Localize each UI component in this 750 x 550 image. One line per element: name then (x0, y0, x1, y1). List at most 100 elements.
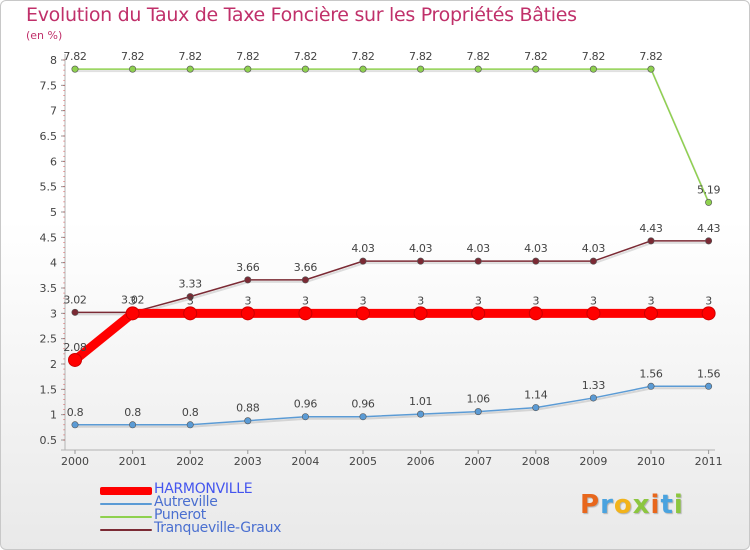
data-label-Autreville: 1.33 (582, 379, 606, 392)
data-label-Autreville: 1.56 (639, 367, 663, 380)
x-tick-label: 2006 (407, 455, 435, 468)
data-label-Autreville: 1.14 (524, 389, 548, 402)
x-tick-label: 2011 (695, 455, 723, 468)
data-label-Punerot: 7.82 (467, 50, 490, 63)
data-point-Tranqueville-Graux (647, 237, 655, 245)
data-point-Punerot (474, 65, 482, 73)
legend-swatch (100, 516, 152, 518)
data-label-HARMONVILLE: 3 (302, 294, 309, 307)
data-label-Punerot: 7.82 (121, 50, 144, 63)
data-label-Tranqueville-Graux: 4.43 (639, 222, 663, 235)
data-point-Tranqueville-Graux (359, 257, 367, 265)
data-label-Punerot: 7.82 (179, 50, 202, 63)
data-label-Punerot: 7.82 (351, 50, 374, 63)
data-point-Punerot (705, 198, 713, 206)
data-point-Tranqueville-Graux (589, 257, 597, 265)
y-tick-label: 5 (50, 206, 57, 219)
data-point-HARMONVILLE (701, 306, 716, 321)
data-label-Punerot: 5.19 (697, 183, 721, 196)
legend-label: Autreville (154, 494, 218, 510)
data-label-Punerot: 7.82 (236, 50, 259, 63)
chart-title: Evolution du Taux de Taxe Foncière sur l… (26, 4, 577, 26)
legend-swatch (100, 503, 152, 505)
data-label-Tranqueville-Graux: 4.03 (582, 242, 606, 255)
logo-letter: r (600, 490, 614, 520)
data-point-Autreville (705, 382, 713, 390)
data-point-HARMONVILLE (183, 306, 198, 321)
data-label-HARMONVILLE: 3 (705, 294, 712, 307)
y-tick-label: 7.5 (40, 79, 58, 92)
data-label-Tranqueville-Graux: 4.03 (409, 242, 433, 255)
data-point-Tranqueville-Graux (532, 257, 540, 265)
data-label-Tranqueville-Graux: 4.03 (467, 242, 491, 255)
data-label-Autreville: 0.8 (67, 406, 84, 419)
y-tick-label: 2.5 (40, 333, 58, 346)
data-label-HARMONVILLE: 3 (187, 294, 194, 307)
data-label-Autreville: 1.56 (697, 367, 721, 380)
x-tick-label: 2008 (522, 455, 550, 468)
data-point-Tranqueville-Graux (186, 293, 194, 301)
data-point-Tranqueville-Graux (705, 237, 713, 245)
data-label-Tranqueville-Graux: 4.03 (524, 242, 548, 255)
series-line-Punerot (74, 68, 710, 204)
y-tick-label: 8 (50, 54, 57, 67)
data-label-HARMONVILLE: 3 (360, 294, 367, 307)
data-label-Punerot: 7.82 (639, 50, 662, 63)
data-label-Tranqueville-Graux: 3.66 (236, 261, 260, 274)
data-point-HARMONVILLE (356, 306, 370, 321)
series-shadow-Tranqueville-Graux (76, 241, 710, 316)
data-label-HARMONVILLE: 3 (129, 294, 136, 307)
y-tick-label: 4 (50, 257, 57, 270)
data-point-Punerot (244, 65, 252, 73)
data-label-Autreville: 0.8 (124, 406, 141, 419)
y-tick-label: 5.5 (40, 181, 58, 194)
data-label-HARMONVILLE: 3 (532, 294, 539, 307)
data-point-Autreville (129, 421, 137, 429)
y-tick-label: 2 (50, 358, 57, 371)
data-point-Autreville (474, 408, 482, 416)
data-label-Punerot: 7.82 (524, 50, 547, 63)
data-label-Punerot: 7.82 (294, 50, 317, 63)
data-label-HARMONVILLE: 3 (475, 294, 482, 307)
data-point-Autreville (186, 421, 194, 429)
data-label-Tranqueville-Graux: 3.66 (294, 261, 318, 274)
y-axis-unit: (en %) (26, 29, 63, 42)
y-tick-label: 1 (50, 409, 57, 422)
data-point-HARMONVILLE (298, 306, 313, 321)
data-point-Tranqueville-Graux (474, 257, 482, 265)
series-line-HARMONVILLE (70, 308, 714, 365)
x-tick-label: 2003 (234, 455, 262, 468)
logo-letter: i (673, 490, 684, 520)
data-point-HARMONVILLE (125, 306, 140, 321)
y-tick-label: 4.5 (40, 231, 58, 244)
data-label-HARMONVILLE: 3 (244, 294, 251, 307)
data-point-Tranqueville-Graux (301, 276, 309, 284)
series-line-Tranqueville-Graux (74, 240, 710, 314)
data-label-Tranqueville-Graux: 4.43 (697, 222, 721, 235)
x-tick-label: 2001 (119, 455, 147, 468)
data-point-Tranqueville-Graux (244, 276, 252, 284)
data-label-Tranqueville-Graux: 3.02 (63, 293, 86, 306)
data-point-Punerot (301, 65, 309, 73)
data-label-HARMONVILLE: 3 (590, 294, 597, 307)
series-shadow-Autreville (76, 387, 710, 428)
data-point-HARMONVILLE (68, 352, 82, 367)
legend-swatch (100, 529, 152, 531)
data-point-Punerot (186, 65, 194, 73)
data-point-HARMONVILLE (586, 306, 601, 321)
logo-letter: P (580, 490, 601, 520)
data-label-HARMONVILLE: 2.08 (63, 341, 87, 354)
data-label-Autreville: 0.88 (236, 402, 260, 415)
y-tick-label: 6 (50, 155, 57, 168)
data-point-HARMONVILLE (528, 306, 543, 321)
data-label-Autreville: 1.06 (467, 393, 491, 406)
logo-letter: i (650, 490, 661, 520)
data-label-Punerot: 7.82 (63, 50, 86, 63)
logo-letter: o (613, 490, 633, 520)
logo-letter: t (660, 490, 674, 520)
data-label-Punerot: 7.82 (409, 50, 432, 63)
data-label-HARMONVILLE: 3 (648, 294, 655, 307)
data-point-Punerot (359, 65, 367, 73)
